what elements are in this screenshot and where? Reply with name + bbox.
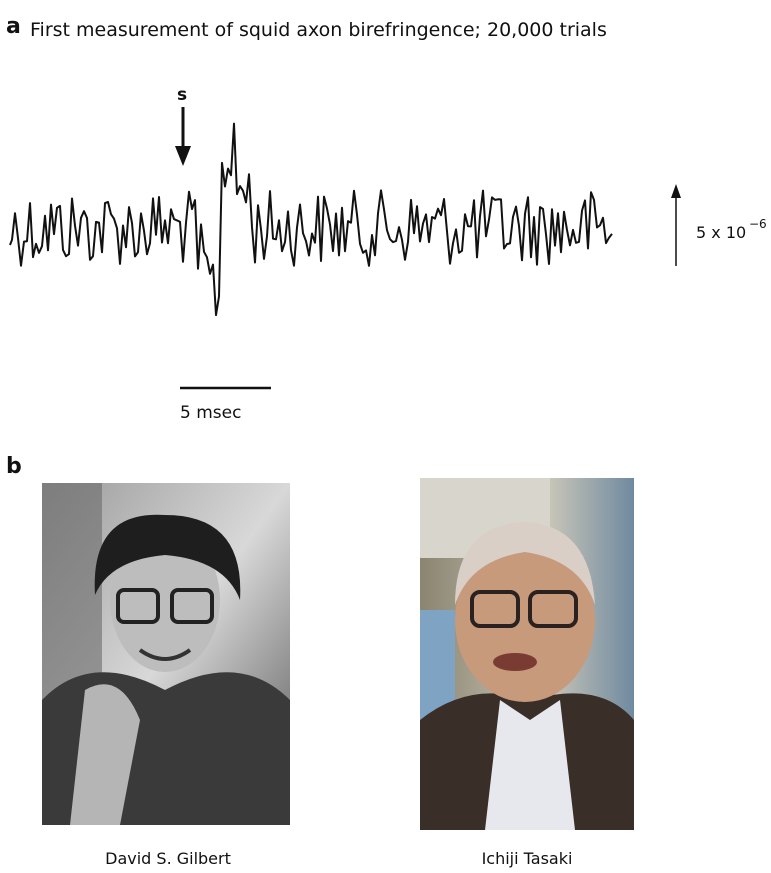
panel-title: First measurement of squid axon birefrin… [30, 19, 607, 41]
photo-caption: Ichiji Tasaki [482, 849, 573, 868]
trace [9, 122, 613, 317]
stimulus-label: s [177, 85, 187, 105]
photo-caption: David S. Gilbert [105, 849, 231, 868]
photo [42, 483, 290, 825]
scale-x-label: 5 msec [180, 403, 241, 423]
scale-y-exponent: −6 [749, 217, 767, 231]
scale-arrowhead [671, 184, 681, 198]
scale-y-label: 5 x 10 [696, 223, 746, 242]
stimulus-arrowhead [175, 146, 191, 166]
panel-label: b [6, 454, 22, 479]
panel-label: a [6, 14, 21, 39]
photo [420, 478, 634, 830]
